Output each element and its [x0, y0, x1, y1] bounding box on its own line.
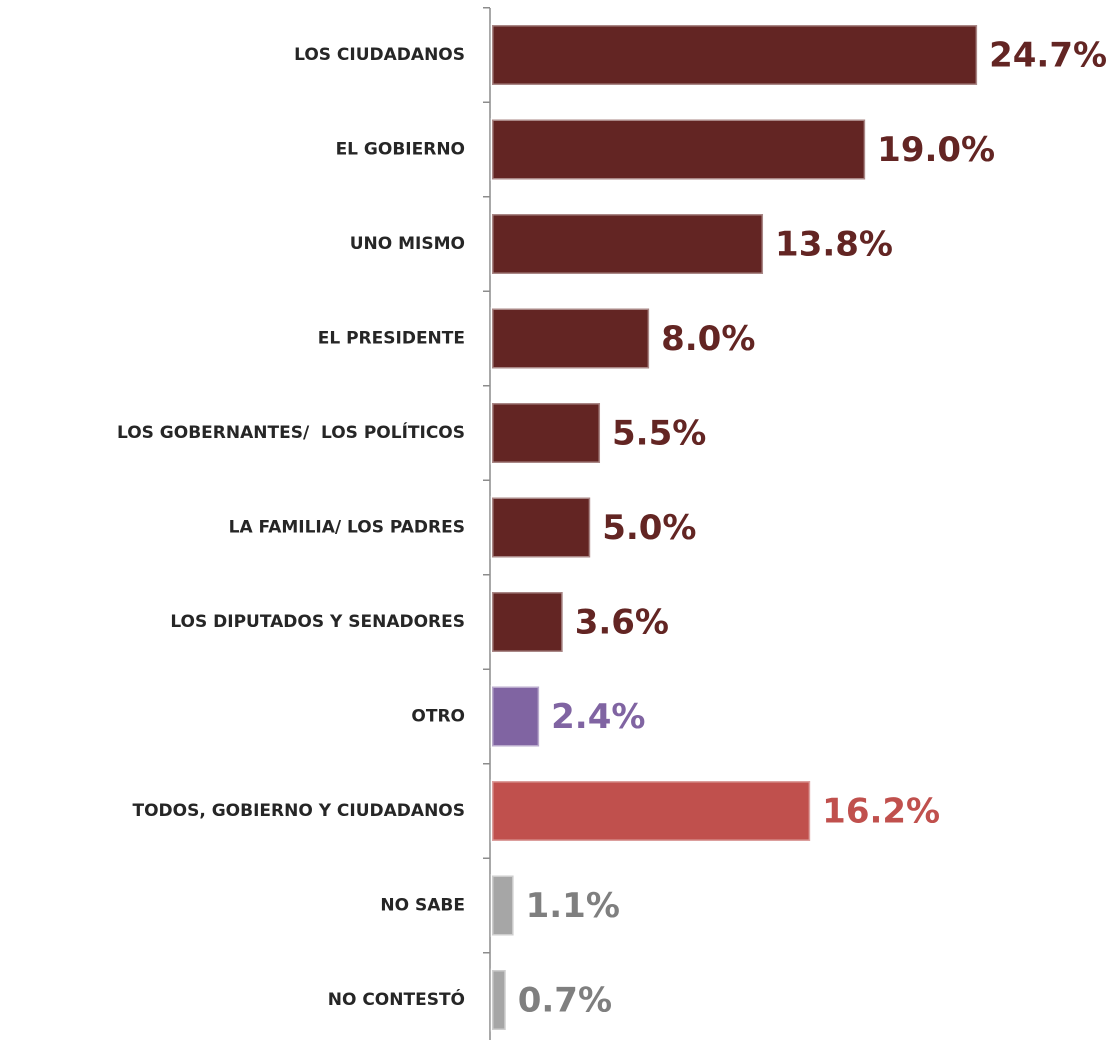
category-label: LOS CIUDADANOS — [294, 45, 465, 65]
value-label: 19.0% — [877, 130, 995, 170]
category-label: EL PRESIDENTE — [318, 329, 465, 349]
bar — [490, 23, 979, 87]
value-label: 5.5% — [612, 414, 706, 454]
bar — [490, 496, 592, 559]
value-label: 1.1% — [526, 886, 620, 926]
value-label: 2.4% — [551, 697, 645, 737]
category-label: OTRO — [411, 707, 465, 727]
bar — [490, 779, 812, 843]
value-label: 3.6% — [575, 603, 669, 643]
category-label: EL GOBIERNO — [336, 140, 465, 160]
bar — [490, 685, 541, 748]
bar — [490, 212, 765, 276]
value-label: 16.2% — [822, 792, 940, 832]
category-label: NO CONTESTÓ — [328, 988, 465, 1010]
bar — [490, 307, 651, 370]
bar — [490, 118, 867, 181]
bar — [490, 401, 602, 465]
bar — [490, 968, 508, 1032]
value-label: 0.7% — [518, 981, 612, 1021]
bar — [490, 874, 516, 937]
bar — [490, 590, 565, 654]
category-label: TODOS, GOBIERNO Y CIUDADANOS — [132, 801, 465, 821]
category-label: LOS DIPUTADOS Y SENADORES — [170, 612, 465, 632]
value-label: 8.0% — [661, 319, 755, 359]
category-label: UNO MISMO — [350, 234, 465, 254]
category-label: NO SABE — [380, 896, 465, 916]
value-label: 5.0% — [602, 508, 696, 548]
value-label: 24.7% — [989, 36, 1107, 76]
category-label: LA FAMILIA/ LOS PADRES — [229, 518, 465, 538]
category-label: LOS GOBERNANTES/ LOS POLÍTICOS — [117, 421, 465, 443]
value-label: 13.8% — [775, 225, 893, 265]
